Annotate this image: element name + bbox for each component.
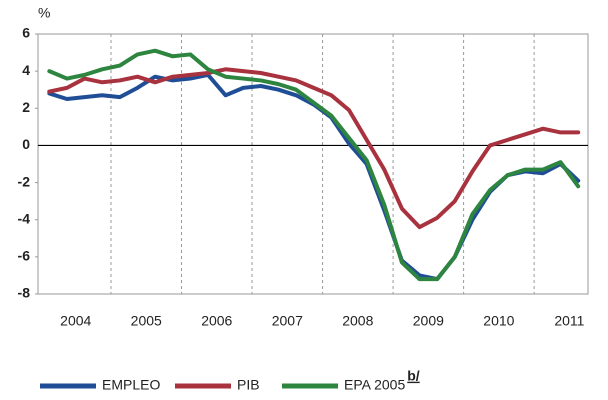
y-axis-label: %: [38, 5, 50, 21]
y-tick-label: -6: [18, 248, 31, 264]
x-tick-label: 2005: [131, 313, 162, 329]
x-tick-label: 2010: [483, 313, 514, 329]
x-tick-label: 2009: [413, 313, 444, 329]
y-tick-label: -8: [18, 285, 31, 301]
series-line: [47, 72, 581, 282]
x-tick-label: 2006: [201, 313, 232, 329]
legend-label: EPA 2005: [344, 377, 405, 393]
y-tick-label: 4: [22, 62, 30, 78]
y-tick-label: 0: [22, 136, 30, 152]
legend-label: PIB: [237, 377, 260, 393]
y-tick-label: 6: [22, 25, 30, 41]
legend-note: b/: [407, 368, 420, 384]
y-tick-label: 2: [22, 99, 30, 115]
x-tick-label: 2004: [60, 313, 91, 329]
x-tick-label: 2011: [554, 313, 584, 329]
y-tick-label: -4: [18, 210, 31, 226]
plot-frame: [37, 33, 589, 295]
legend-label: EMPLEO: [102, 377, 160, 393]
x-tick-label: 2008: [342, 313, 373, 329]
series-line: [47, 48, 581, 282]
y-tick-label: -2: [18, 173, 31, 189]
series-line: [47, 67, 581, 230]
x-tick-label: 2007: [272, 313, 303, 329]
